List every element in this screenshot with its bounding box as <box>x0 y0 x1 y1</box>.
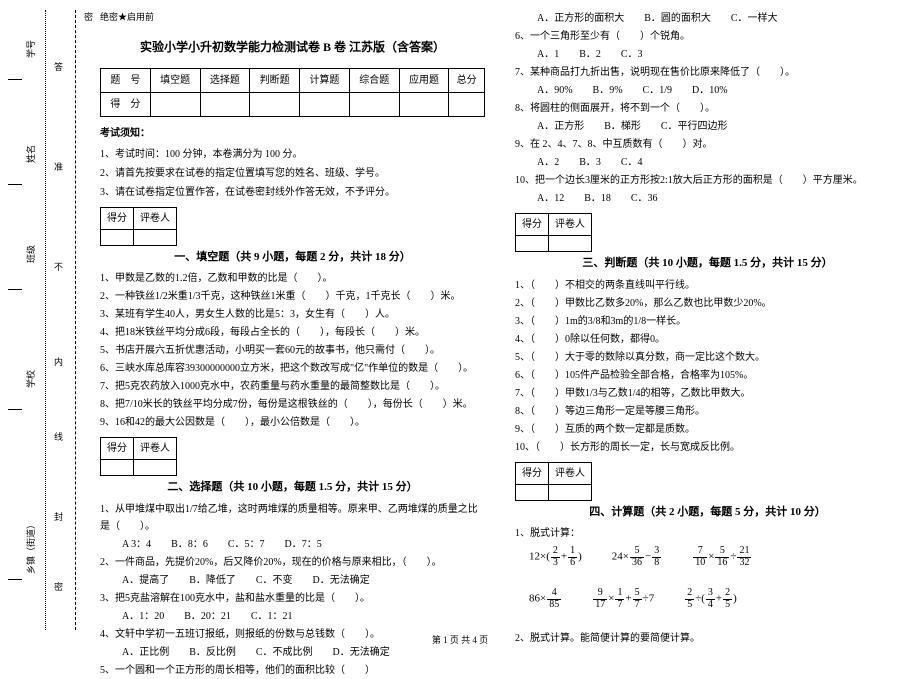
s4-intro1: 1、脱式计算： <box>515 525 900 542</box>
side-char-2: 答 <box>54 60 63 73</box>
dotted-line <box>45 10 46 630</box>
expr-3: 710×516÷2132 <box>692 546 752 568</box>
s1-q9: 9、16和42的最大公因数是（ ），最小公倍数是（ ）。 <box>100 414 485 431</box>
score-h-7: 总分 <box>449 68 485 92</box>
section2-title: 二、选择题（共 10 小题，每题 1.5 分，共计 15 分） <box>100 478 485 497</box>
s3-q4: 4、（ ）0除以任何数，都得0。 <box>515 331 900 348</box>
s2-q5: 5、一个圆和一个正方形的周长相等，他们的面积比较（ ） <box>100 662 485 679</box>
s2-q8: 8、将圆柱的侧面展开，将不到一个（ ）。 <box>515 100 900 117</box>
s2-q8-o: A．正方形 B．梯形 C．平行四边形 <box>515 118 900 135</box>
side-char-5: 内 <box>54 355 63 368</box>
left-column: 绝密★启用前 实验小学小升初数学能力检测试卷 B 卷 江苏版（含答案） 题 号 … <box>100 10 485 640</box>
grader-table-2: 得分评卷人 <box>100 437 177 476</box>
score-table: 题 号 填空题 选择题 判断题 计算题 综合题 应用题 总分 得 分 <box>100 68 485 117</box>
notice-heading: 考试须知： <box>100 125 485 142</box>
side-char-4: 不 <box>54 260 63 273</box>
side-label-id: 学号 <box>24 40 37 58</box>
grader-table-4: 得分评卷人 <box>515 462 592 501</box>
s2-q5-o: A．正方形的面积大 B．圆的面积大 C．一样大 <box>515 10 900 27</box>
section4-title: 四、计算题（共 2 小题，每题 5 分，共计 10 分） <box>515 503 900 522</box>
page-footer: 第 1 页 共 4 页 <box>0 633 920 646</box>
s1-q3: 3、某班有学生40人，男女生人数的比是5：3，女生有（ ）人。 <box>100 306 485 323</box>
side-char-7: 封 <box>54 510 63 523</box>
grader-table-3: 得分评卷人 <box>515 213 592 252</box>
page-content: 绝密★启用前 实验小学小升初数学能力检测试卷 B 卷 江苏版（含答案） 题 号 … <box>100 10 900 640</box>
notice-2: 2、请首先按要求在试卷的指定位置填写您的姓名、班级、学号。 <box>100 165 485 182</box>
s2-q2: 2、一件商品，先提价20%，后又降价20%，现在的价格与原来相比，（ ）。 <box>100 554 485 571</box>
notice-1: 1、考试时间：100 分钟，本卷满分为 100 分。 <box>100 146 485 163</box>
s2-q3: 3、把5克盐溶解在100克水中，盐和盐水重量的比是（ ）。 <box>100 590 485 607</box>
table-row: 题 号 填空题 选择题 判断题 计算题 综合题 应用题 总分 <box>101 68 485 92</box>
s2-q2-o: A．提高了 B．降低了 C．不变 D．无法确定 <box>100 572 485 589</box>
section3-title: 三、判断题（共 10 小题，每题 1.5 分，共计 15 分） <box>515 254 900 273</box>
s1-q1: 1、甲数是乙数的1.2倍，乙数和甲数的比是（ ）。 <box>100 270 485 287</box>
expr-2: 24×536−38 <box>612 546 662 568</box>
table-row: 得 分 <box>101 92 485 116</box>
score-h-2: 选择题 <box>200 68 250 92</box>
s3-q5: 5、（ ）大于零的数除以真分数，商一定比这个数大。 <box>515 349 900 366</box>
score-h-3: 判断题 <box>250 68 300 92</box>
s3-q3: 3、（ ）1m的3/8和3m的1/8一样长。 <box>515 313 900 330</box>
s2-q3-o: A．1：20 B．20：21 C．1：21 <box>100 608 485 625</box>
dashed-line <box>75 10 76 630</box>
s3-q6: 6、（ ）105件产品检验全部合格，合格率为105%。 <box>515 367 900 384</box>
mini-c1: 得分 <box>101 207 134 229</box>
score-h-6: 应用题 <box>399 68 449 92</box>
s3-q2: 2、（ ）甲数比乙数多20%，那么乙数也比甲数少20%。 <box>515 295 900 312</box>
grader-table-1: 得分评卷人 <box>100 207 177 246</box>
s2-q1-o: A 3：4 B．8：6 C．5：7 D．7：5 <box>100 536 485 553</box>
s3-q9: 9、（ ）互质的两个数一定都是质数。 <box>515 421 900 438</box>
s1-q5: 5、书店开展六五折优惠活动，小明买一套60元的故事书，他只需付（ ）。 <box>100 342 485 359</box>
side-char-1: 密 <box>84 10 93 23</box>
calc-row-1: 12×(23+16) 24×536−38 710×516÷2132 <box>515 546 900 568</box>
side-label-name: 姓名 <box>24 145 37 163</box>
expr-5: 917×17+57÷7 <box>592 588 654 610</box>
s2-q6-o: A．1 B．2 C．3 <box>515 46 900 63</box>
mini-c2: 评卷人 <box>134 207 177 229</box>
s1-q4: 4、把18米铁丝平均分成6段，每段占全长的（ ），每段长（ ）米。 <box>100 324 485 341</box>
side-char-8: 密 <box>54 580 63 593</box>
score-row-label: 得 分 <box>101 92 151 116</box>
s1-q2: 2、一种铁丝1/2米重1/3千克，这种铁丝1米重（ ）千克，1千克长（ ）米。 <box>100 288 485 305</box>
side-label-class: 班级 <box>24 245 37 263</box>
side-char-3: 准 <box>54 160 63 173</box>
section1-title: 一、填空题（共 9 小题，每题 2 分，共计 18 分） <box>100 248 485 267</box>
s1-q6: 6、三峡水库总库容39300000000立方米，把这个数改写成"亿"作单位的数是… <box>100 360 485 377</box>
s2-q9: 9、在 2、4、7、8、中互质数有（ ）对。 <box>515 136 900 153</box>
s1-q7: 7、把5克农药放入1000克水中，农药重量与药水重量的最简整数比是（ ）。 <box>100 378 485 395</box>
s2-q9-o: A．2 B．3 C．4 <box>515 154 900 171</box>
score-h-1: 填空题 <box>150 68 200 92</box>
s2-q6: 6、一个三角形至少有（ ）个锐角。 <box>515 28 900 45</box>
s2-q7: 7、某种商品打九折出售，说明现在售价比原来降低了（ ）。 <box>515 64 900 81</box>
side-char-6: 线 <box>54 430 63 443</box>
notice-list: 1、考试时间：100 分钟，本卷满分为 100 分。 2、请首先按要求在试卷的指… <box>100 146 485 201</box>
score-h-5: 综合题 <box>349 68 399 92</box>
calc-row-2: 86×485 917×17+57÷7 25÷(34+25) <box>515 588 900 610</box>
secret-mark: 绝密★启用前 <box>100 10 485 25</box>
s1-q8: 8、把7/10米长的铁丝平均分成7份，每份是这根铁丝的（ ），每份长（ ）米。 <box>100 396 485 413</box>
s2-q10: 10、把一个边长3厘米的正方形按2:1放大后正方形的面积是（ ）平方厘米。 <box>515 172 900 189</box>
paper-title: 实验小学小升初数学能力检测试卷 B 卷 江苏版（含答案） <box>100 37 485 57</box>
s2-q1: 1、从甲堆煤中取出1/7给乙堆，这时两堆煤的质量相等。原来甲、乙两堆煤的质量之比… <box>100 501 485 535</box>
s2-q4-o: A．正比例 B．反比例 C．不成比例 D．无法确定 <box>100 644 485 661</box>
s2-q10-o: A．12 B．18 C．36 <box>515 190 900 207</box>
s2-q7-o: A．90% B．9% C．1/9 D．10% <box>515 82 900 99</box>
side-label-school: 学校 <box>24 370 37 388</box>
s3-q10: 10、（ ）长方形的周长一定，长与宽成反比例。 <box>515 439 900 456</box>
binding-sidebar: 学号 姓名 班级 学校 乡镇（街道） 密 答 准 不 内 线 封 密 <box>0 0 90 650</box>
notice-3: 3、请在试卷指定位置作答，在试卷密封线外作答无效，不予评分。 <box>100 184 485 201</box>
score-h-4: 计算题 <box>300 68 350 92</box>
side-label-town: 乡镇（街道） <box>24 520 37 574</box>
score-h-0: 题 号 <box>101 68 151 92</box>
right-column: A．正方形的面积大 B．圆的面积大 C．一样大 6、一个三角形至少有（ ）个锐角… <box>515 10 900 640</box>
s3-q7: 7、（ ）甲数1/3与乙数1/4的相等，乙数比甲数大。 <box>515 385 900 402</box>
expr-6: 25÷(34+25) <box>684 588 737 610</box>
s3-q8: 8、（ ）等边三角形一定是等腰三角形。 <box>515 403 900 420</box>
s3-q1: 1、（ ）不相交的两条直线叫平行线。 <box>515 277 900 294</box>
expr-1: 12×(23+16) <box>529 546 582 568</box>
expr-4: 86×485 <box>529 588 562 610</box>
